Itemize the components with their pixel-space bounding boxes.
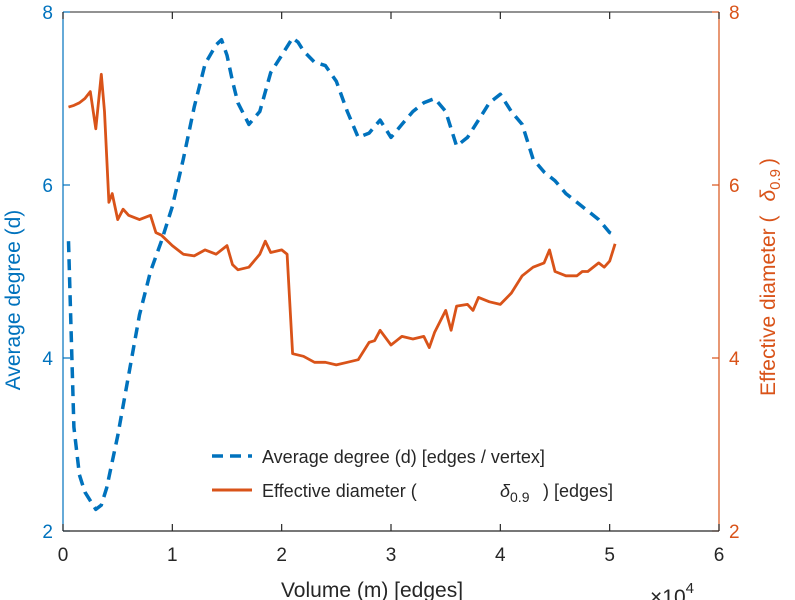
legend-label-edges: ) [edges] [543, 481, 613, 501]
right-y-axis-label-prefix: Effective diameter ( [757, 216, 780, 397]
x-tick-label: 5 [604, 545, 615, 566]
x-tick-label: 2 [276, 545, 287, 566]
series-line-average-degree [66, 36, 616, 512]
left-y-tick-label: 4 [42, 349, 53, 370]
right-y-tick-label: 6 [729, 176, 740, 197]
left-y-axis-label: Average degree (d) [2, 210, 25, 391]
x-tick-label: 3 [386, 545, 397, 566]
left-y-tick-label: 8 [42, 3, 53, 24]
legend-label-effective-diameter: Effective diameter ( [262, 481, 417, 501]
series-line-effective-diameter [68, 72, 617, 367]
right-y-axis-label-subscript: 0.9 [767, 169, 784, 190]
left-y-tick-label: 6 [42, 176, 53, 197]
left-y-tick-label: 2 [42, 522, 53, 543]
left-y-axis: 2 4 6 8 [42, 3, 70, 543]
x-tick-label: 4 [495, 545, 506, 566]
legend-label-average-degree: Average degree (d) [edges / vertex] [262, 447, 545, 467]
x-tick-label: 1 [167, 545, 178, 566]
x-axis-label: Volume (m) [edges] [281, 579, 463, 600]
x-axis-exponent-power: 4 [686, 580, 694, 597]
legend: Average degree (d) [edges / vertex] Effe… [212, 447, 613, 505]
x-axis-exponent: ×104 [650, 580, 694, 600]
right-y-tick-label: 8 [729, 3, 740, 24]
right-y-tick-label: 2 [729, 522, 740, 543]
right-y-tick-label: 4 [729, 349, 740, 370]
right-y-axis-label-suffix: ) [757, 158, 780, 165]
x-axis-exponent-base: ×10 [650, 586, 686, 600]
legend-label-delta: δ0.9 [500, 481, 530, 505]
x-tick-label: 6 [714, 545, 725, 566]
right-y-axis-label: Effective diameter ( δ0.9) [757, 158, 784, 396]
x-tick-label: 0 [58, 545, 69, 566]
x-axis: 0 1 2 3 4 5 6 [58, 12, 725, 566]
series-layer [66, 36, 617, 512]
right-y-axis: 2 4 6 8 [712, 3, 740, 543]
legend-label-delta-sub: 0.9 [510, 489, 530, 505]
right-y-axis-label-symbol: δ [757, 190, 780, 202]
